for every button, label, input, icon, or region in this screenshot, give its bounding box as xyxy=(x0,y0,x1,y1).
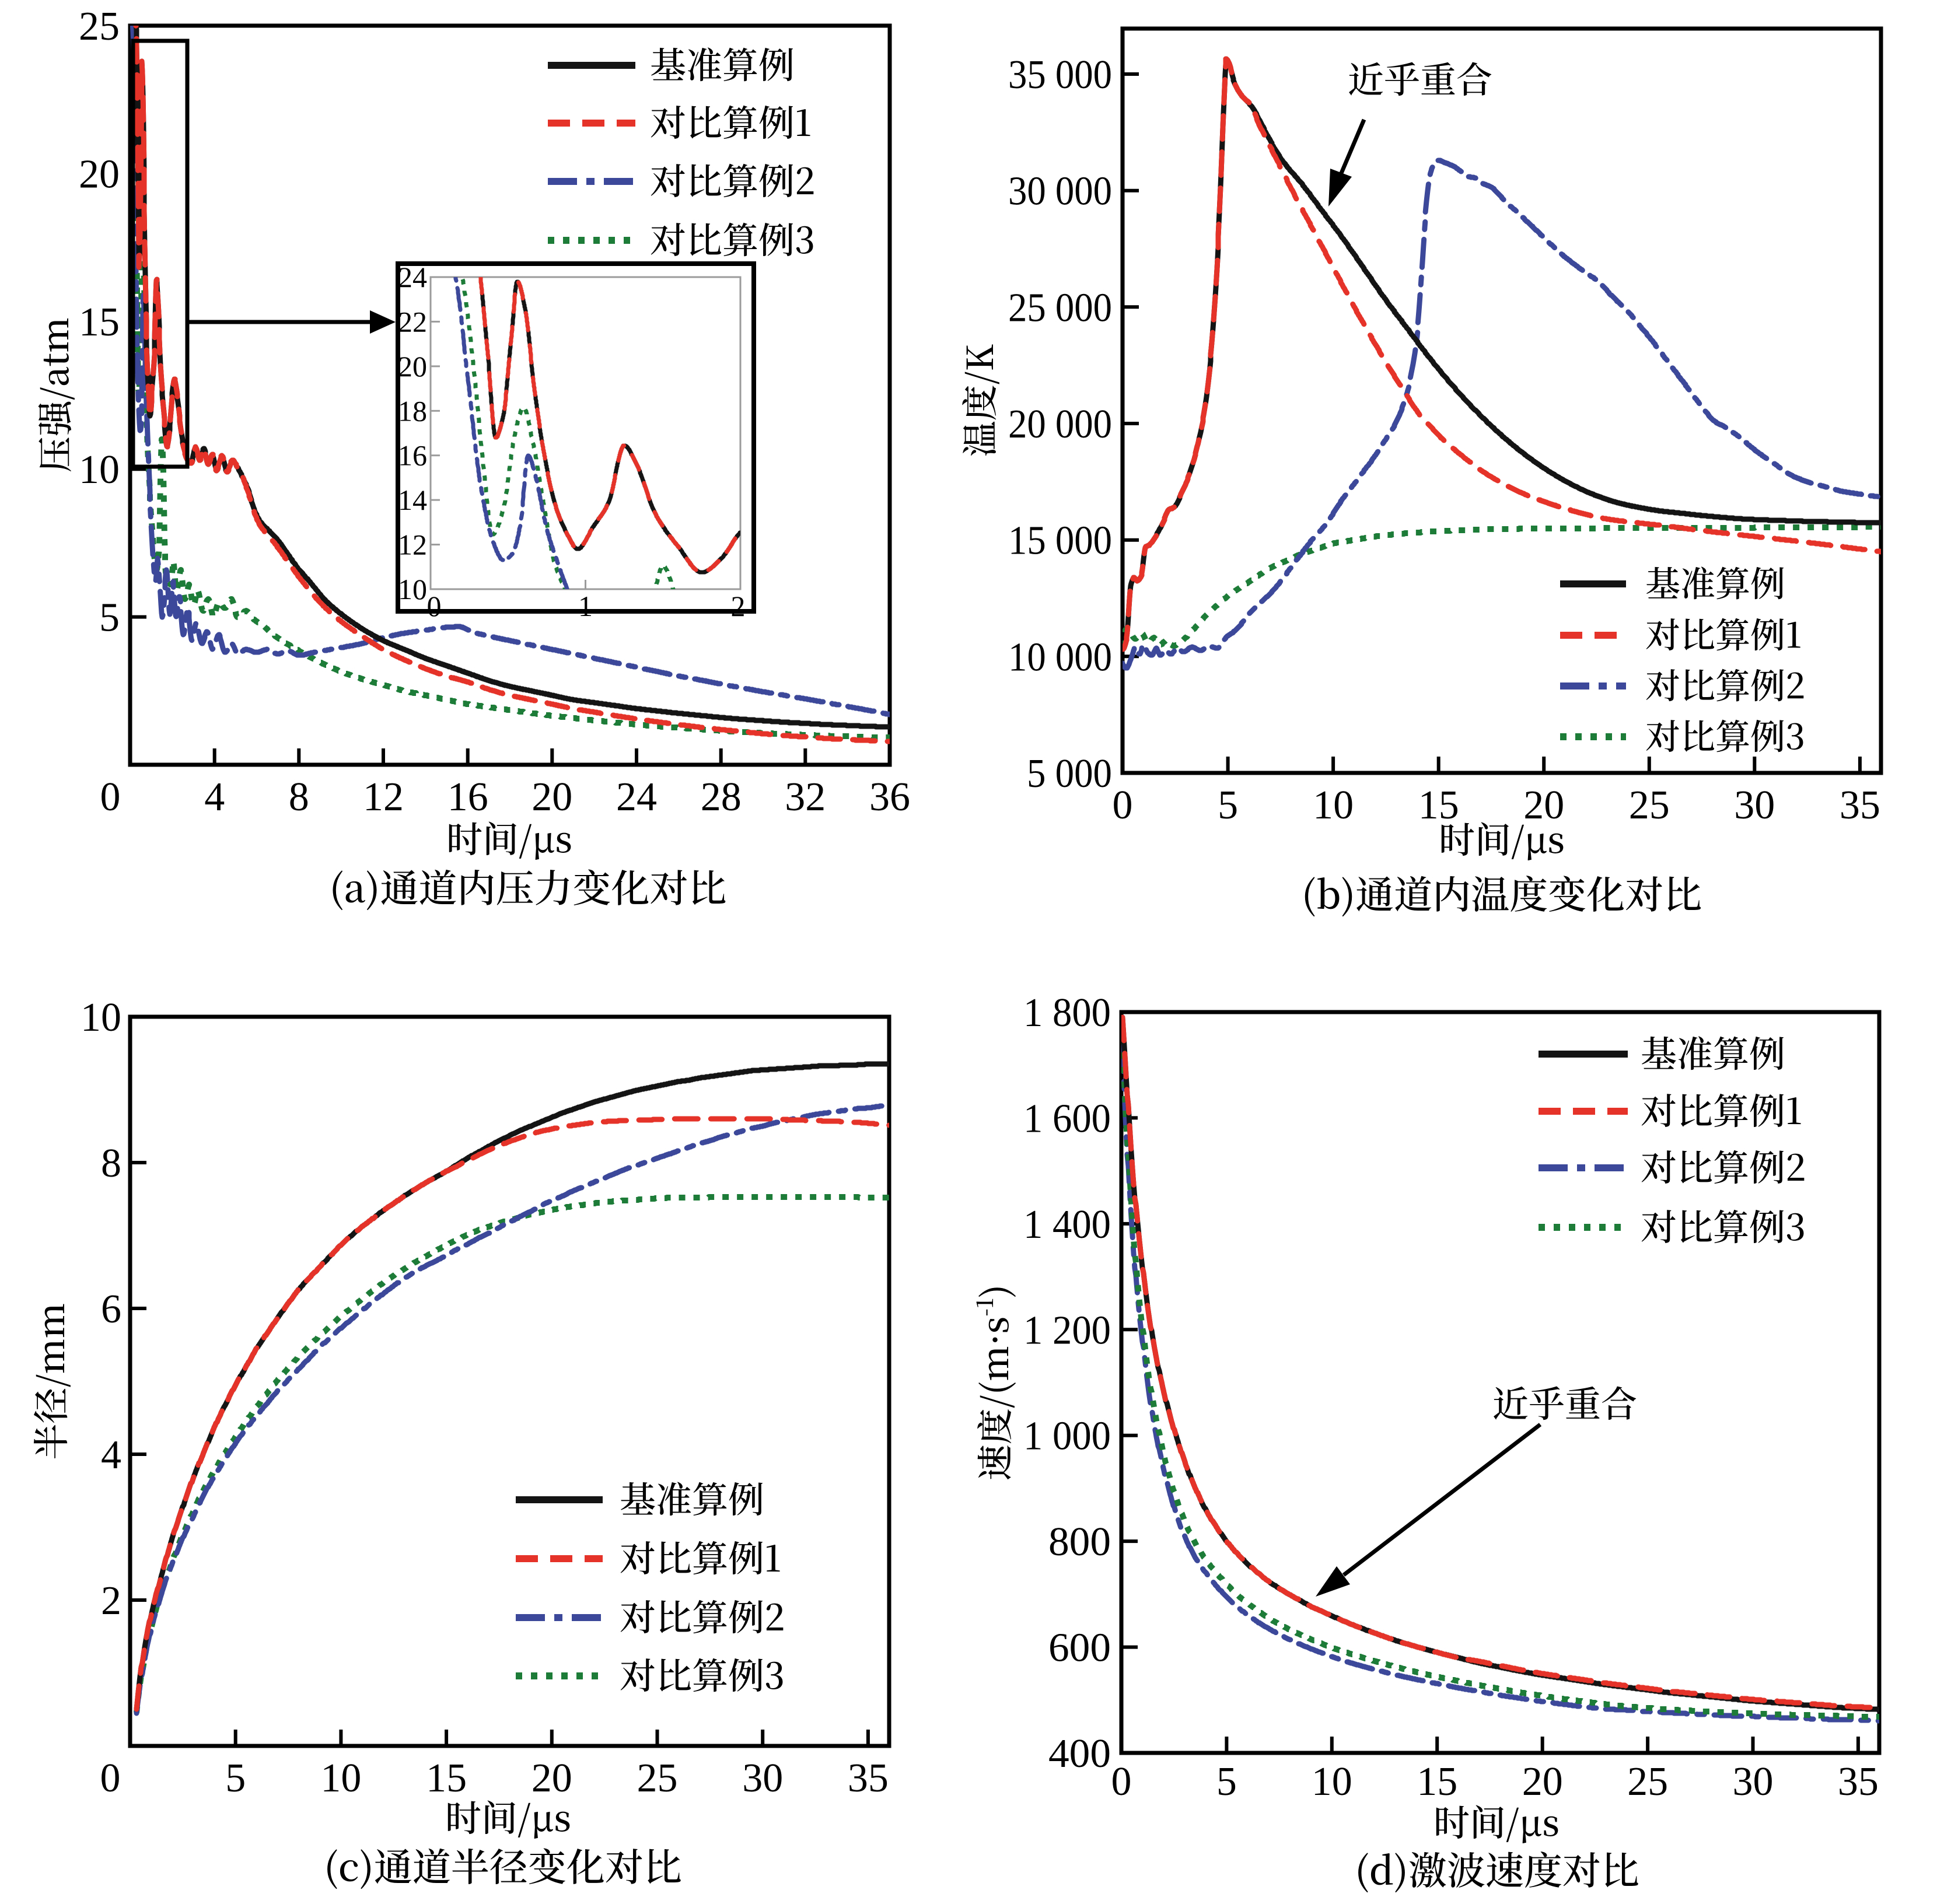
svg-text:25: 25 xyxy=(1627,1759,1668,1804)
svg-text:22: 22 xyxy=(398,305,427,338)
svg-text:15: 15 xyxy=(1417,1759,1457,1804)
svg-text:10: 10 xyxy=(81,995,121,1040)
svg-text:16: 16 xyxy=(447,775,488,820)
svg-text:1 600: 1 600 xyxy=(1023,1096,1111,1141)
svg-text:35: 35 xyxy=(848,1756,889,1801)
svg-text:25: 25 xyxy=(79,4,120,49)
svg-text:800: 800 xyxy=(1048,1520,1111,1564)
svg-text:25: 25 xyxy=(1629,783,1670,828)
svg-text:0: 0 xyxy=(427,590,442,622)
svg-text:20: 20 xyxy=(398,350,427,383)
svg-text:25 000: 25 000 xyxy=(1008,285,1112,330)
svg-text:1 800: 1 800 xyxy=(1023,991,1111,1035)
svg-text:36: 36 xyxy=(869,775,910,820)
svg-text:4: 4 xyxy=(204,775,225,820)
svg-text:20: 20 xyxy=(532,775,572,820)
svg-text:20: 20 xyxy=(79,152,120,197)
svg-text:20 000: 20 000 xyxy=(1008,402,1112,447)
svg-text:600: 600 xyxy=(1048,1626,1111,1671)
svg-text:10: 10 xyxy=(320,1756,361,1801)
svg-text:24: 24 xyxy=(616,775,657,820)
svg-text:30: 30 xyxy=(1733,1759,1774,1804)
svg-text:15: 15 xyxy=(426,1756,467,1801)
svg-text:1 200: 1 200 xyxy=(1023,1308,1111,1353)
svg-text:30: 30 xyxy=(1734,783,1775,828)
svg-text:10: 10 xyxy=(79,447,120,492)
svg-text:2: 2 xyxy=(101,1578,121,1623)
svg-text:20: 20 xyxy=(532,1756,572,1801)
svg-text:5: 5 xyxy=(225,1756,246,1801)
svg-text:24: 24 xyxy=(398,261,427,293)
svg-text:0: 0 xyxy=(100,1756,121,1801)
svg-text:8: 8 xyxy=(289,775,309,820)
svg-text:0: 0 xyxy=(1113,783,1133,828)
svg-text:400: 400 xyxy=(1048,1731,1111,1776)
svg-text:2: 2 xyxy=(731,590,746,622)
svg-text:35: 35 xyxy=(1838,1759,1879,1804)
svg-text:35 000: 35 000 xyxy=(1008,52,1112,97)
svg-text:1: 1 xyxy=(578,590,593,622)
svg-text:18: 18 xyxy=(398,394,427,427)
svg-text:6: 6 xyxy=(101,1287,121,1332)
svg-text:25: 25 xyxy=(637,1756,678,1801)
svg-text:4: 4 xyxy=(101,1433,121,1478)
svg-text:5: 5 xyxy=(1218,783,1238,828)
svg-text:15: 15 xyxy=(79,300,120,345)
svg-text:30 000: 30 000 xyxy=(1008,169,1112,214)
svg-text:20: 20 xyxy=(1523,783,1564,828)
svg-text:12: 12 xyxy=(363,775,404,820)
svg-text:10: 10 xyxy=(1313,783,1354,828)
svg-text:32: 32 xyxy=(785,775,826,820)
svg-text:30: 30 xyxy=(742,1756,783,1801)
svg-text:10 000: 10 000 xyxy=(1008,635,1112,680)
svg-text:14: 14 xyxy=(398,484,427,516)
svg-text:15 000: 15 000 xyxy=(1008,519,1112,564)
svg-text:0: 0 xyxy=(100,775,121,820)
svg-text:16: 16 xyxy=(398,439,427,472)
svg-text:28: 28 xyxy=(701,775,742,820)
svg-text:10: 10 xyxy=(1312,1759,1352,1804)
svg-text:20: 20 xyxy=(1522,1759,1563,1804)
svg-text:35: 35 xyxy=(1840,783,1880,828)
svg-text:1 000: 1 000 xyxy=(1023,1414,1111,1459)
svg-text:15: 15 xyxy=(1418,783,1459,828)
svg-text:10: 10 xyxy=(398,573,427,606)
svg-text:5 000: 5 000 xyxy=(1027,751,1112,796)
svg-text:5: 5 xyxy=(1216,1759,1237,1804)
svg-text:8: 8 xyxy=(101,1141,121,1186)
svg-text:5: 5 xyxy=(99,596,120,640)
svg-text:0: 0 xyxy=(1111,1759,1132,1804)
svg-text:12: 12 xyxy=(398,528,427,561)
svg-text:1 400: 1 400 xyxy=(1023,1202,1111,1247)
